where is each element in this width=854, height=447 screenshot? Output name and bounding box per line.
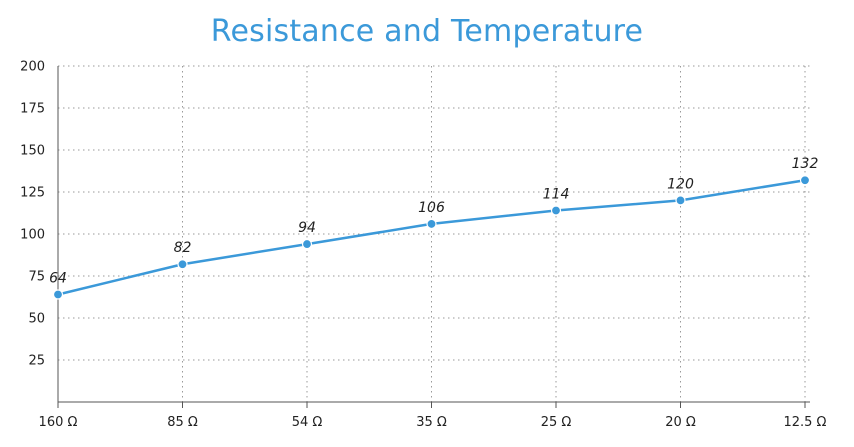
y-tick-label: 25 <box>28 354 45 369</box>
data-label: 132 <box>792 156 819 172</box>
x-tick-label: 12.5 Ω <box>783 415 826 430</box>
data-label: 82 <box>174 240 192 256</box>
y-tick-label: 175 <box>20 102 45 117</box>
data-label: 64 <box>49 270 67 286</box>
data-point <box>301 238 313 250</box>
data-point <box>675 195 686 206</box>
x-tick-label: 35 Ω <box>416 415 447 430</box>
y-tick-label: 100 <box>20 228 45 243</box>
data-label: 94 <box>298 220 316 236</box>
x-tick-label: 160 Ω <box>39 415 78 430</box>
y-tick-label: 125 <box>20 186 45 201</box>
y-tick-label: 150 <box>20 144 45 159</box>
x-tick-label: 85 Ω <box>167 415 198 430</box>
data-point <box>550 205 562 216</box>
data-label: 106 <box>418 200 445 216</box>
data-point <box>177 259 188 270</box>
x-tick-label: 54 Ω <box>292 415 323 430</box>
data-point <box>426 218 437 230</box>
data-label: 120 <box>667 176 694 192</box>
data-label: 114 <box>543 186 570 202</box>
y-tick-label: 200 <box>20 60 45 75</box>
y-tick-label: 50 <box>28 312 45 327</box>
chart-title: Resistance and Temperature <box>210 14 644 49</box>
x-tick-label: 25 Ω <box>541 415 572 430</box>
data-point <box>52 289 64 300</box>
y-tick-label: 75 <box>28 270 45 285</box>
data-point <box>799 175 811 186</box>
x-tick-label: 20 Ω <box>665 415 696 430</box>
